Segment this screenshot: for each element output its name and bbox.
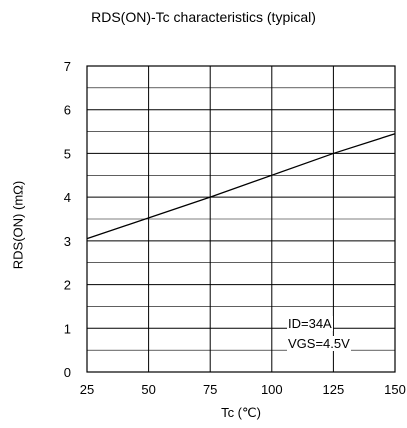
y-tick-label: 7 bbox=[64, 59, 71, 74]
x-tick-label: 25 bbox=[80, 382, 94, 397]
x-tick-label: 75 bbox=[203, 382, 217, 397]
series-line bbox=[86, 133, 396, 240]
annotation-vgs: VGS=4.5V bbox=[287, 336, 351, 351]
plot-frame bbox=[86, 65, 396, 373]
y-tick-label: 6 bbox=[64, 103, 71, 118]
y-tick-label: 5 bbox=[64, 146, 71, 161]
y-tick-label: 4 bbox=[64, 190, 71, 205]
x-tick-label: 100 bbox=[261, 382, 283, 397]
y-tick-label: 1 bbox=[64, 321, 71, 336]
x-axis-label: Tc (℃) bbox=[221, 405, 261, 420]
y-tick-label: 0 bbox=[64, 365, 71, 380]
x-tick-label: 125 bbox=[323, 382, 345, 397]
x-tick-label: 50 bbox=[141, 382, 155, 397]
chart-title: RDS(ON)-Tc characteristics (typical) bbox=[91, 9, 316, 25]
y-tick-label: 2 bbox=[64, 278, 71, 293]
annotation-id: ID=34A bbox=[287, 316, 333, 331]
y-tick-label: 3 bbox=[64, 234, 71, 249]
x-tick-label: 150 bbox=[384, 382, 406, 397]
